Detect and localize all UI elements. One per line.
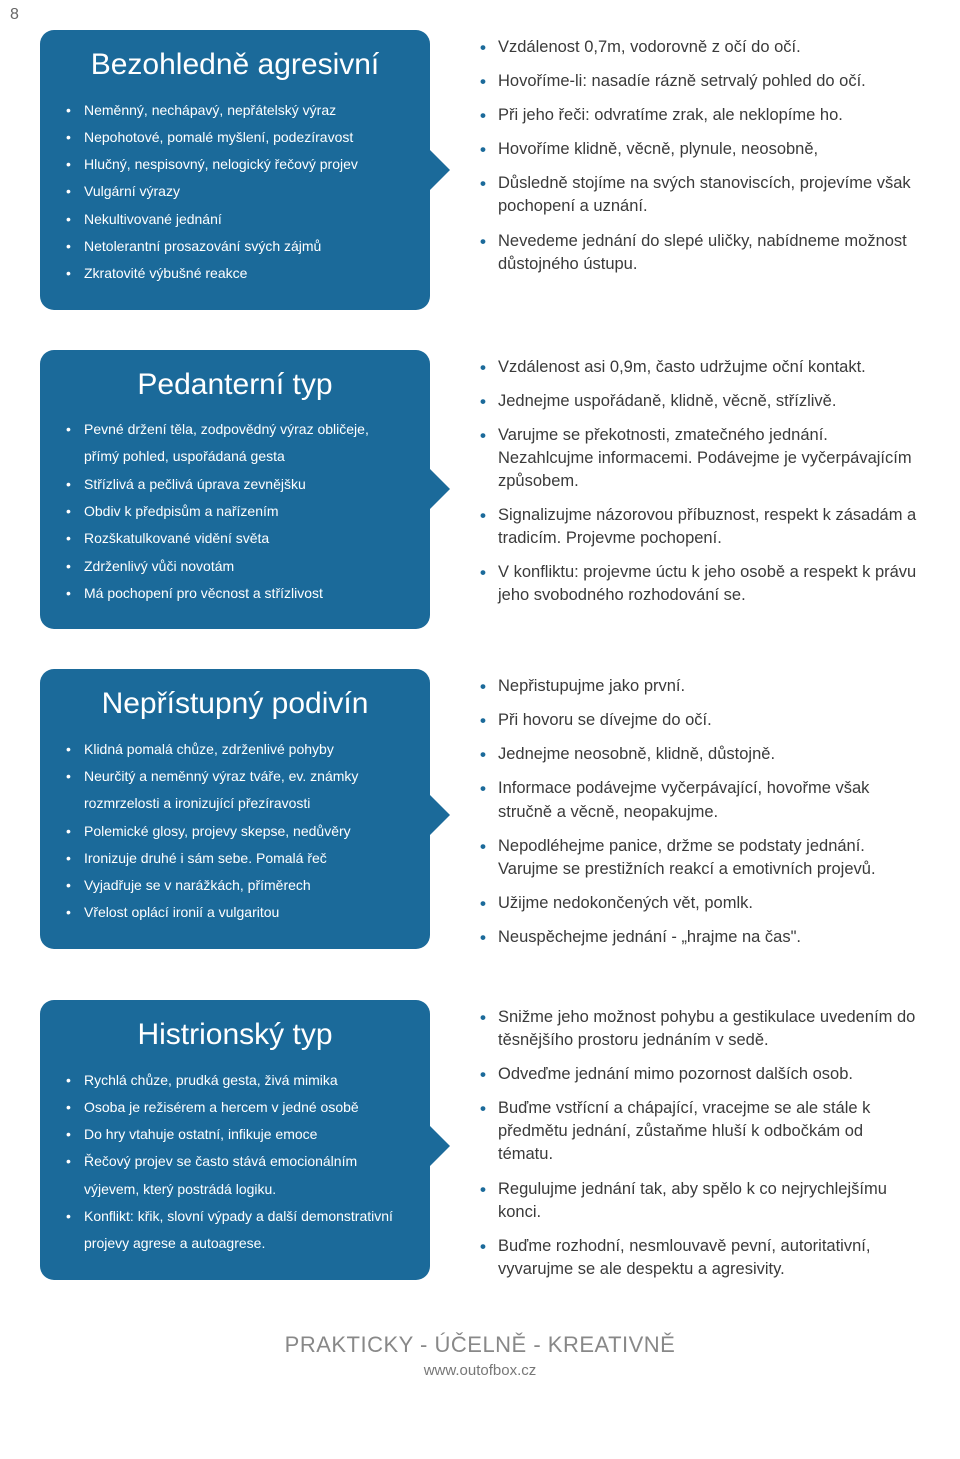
card-title: Pedanterní typ — [66, 368, 404, 403]
tips-list: Vzdálenost asi 0,9m, často udržujme oční… — [480, 356, 920, 608]
card-title: Nepřístupný podivín — [66, 687, 404, 722]
trait-item: Rozškatulkované vidění světa — [66, 525, 404, 552]
type-card-inaccessible: Nepřístupný podivín Klidná pomalá chůze,… — [40, 669, 430, 949]
trait-item: Rychlá chůze, prudká gesta, živá mimika — [66, 1067, 404, 1094]
type-card-pedantic: Pedanterní typ Pevné držení těla, zodpov… — [40, 350, 430, 630]
card-title: Bezohledně agresivní — [66, 48, 404, 83]
trait-item: Ironizuje druhé i sám sebe. Pomalá řeč — [66, 845, 404, 872]
trait-item: Nekultivované jednání — [66, 206, 404, 233]
trait-item: Do hry vtahuje ostatní, infikuje emoce — [66, 1121, 404, 1148]
tip-item: Informace podávejme vyčerpávající, hovoř… — [480, 777, 920, 823]
tip-item: Hovoříme-li: nasadíe rázně setrvalý pohl… — [480, 70, 920, 93]
section-row: Bezohledně agresivní Neměnný, nechápavý,… — [40, 30, 920, 310]
trait-list: Rychlá chůze, prudká gesta, živá mimika … — [66, 1067, 404, 1258]
trait-item: Vřelost oplácí ironií a vulgaritou — [66, 899, 404, 926]
trait-item: Osoba je režisérem a hercem v jedné osob… — [66, 1094, 404, 1121]
trait-list: Neměnný, nechápavý, nepřátelský výraz Ne… — [66, 97, 404, 288]
trait-item: Neměnný, nechápavý, nepřátelský výraz — [66, 97, 404, 124]
tip-item: Nepodléhejme panice, držme se podstaty j… — [480, 835, 920, 881]
tip-item: Neuspěchejme jednání - „hrajme na čas". — [480, 926, 920, 949]
type-card-aggressive: Bezohledně agresivní Neměnný, nechápavý,… — [40, 30, 430, 310]
tips-panel: Vzdálenost 0,7m, vodorovně z očí do očí.… — [450, 30, 920, 287]
section-row: Pedanterní typ Pevné držení těla, zodpov… — [40, 350, 920, 630]
tip-item: Odveďme jednání mimo pozornost dalších o… — [480, 1063, 920, 1086]
tip-item: Vzdálenost 0,7m, vodorovně z očí do očí. — [480, 36, 920, 59]
trait-item: Polemické glosy, projevy skepse, nedůvěr… — [66, 818, 404, 845]
tips-list: Nepřistupujme jako první. Při hovoru se … — [480, 675, 920, 949]
trait-item: Netolerantní prosazování svých zájmů — [66, 233, 404, 260]
trait-item: Obdiv k předpisům a nařízením — [66, 498, 404, 525]
tip-item: Jednejme uspořádaně, klidně, věcně, stří… — [480, 390, 920, 413]
tip-item: Při jeho řeči: odvratíme zrak, ale neklo… — [480, 104, 920, 127]
type-card-histrionic: Histrionský typ Rychlá chůze, prudká ges… — [40, 1000, 430, 1280]
trait-item: Hlučný, nespisovný, nelogický řečový pro… — [66, 151, 404, 178]
tip-item: Regulujme jednání tak, aby spělo k co ne… — [480, 1178, 920, 1224]
tips-list: Vzdálenost 0,7m, vodorovně z očí do očí.… — [480, 36, 920, 276]
page-footer: PRAKTICKY - ÚČELNĚ - KREATIVNĚ www.outof… — [40, 1332, 920, 1399]
trait-item: Zkratovité výbušné reakce — [66, 260, 404, 287]
tip-item: V konfliktu: projevme úctu k jeho osobě … — [480, 561, 920, 607]
tip-item: Nepřistupujme jako první. — [480, 675, 920, 698]
tip-item: Buďme vstřícní a chápající, vracejme se … — [480, 1097, 920, 1166]
page-content: Bezohledně agresivní Neměnný, nechápavý,… — [0, 0, 960, 1419]
trait-item: Vulgární výrazy — [66, 178, 404, 205]
trait-item: Konflikt: křik, slovní výpady a další de… — [66, 1203, 404, 1258]
trait-item: Střízlivá a pečlivá úprava zevnějšku — [66, 471, 404, 498]
trait-list: Klidná pomalá chůze, zdrženlivé pohyby N… — [66, 736, 404, 927]
tip-item: Varujme se překotnosti, zmatečného jedná… — [480, 424, 920, 493]
trait-item: Zdrženlivý vůči novotám — [66, 553, 404, 580]
tips-panel: Vzdálenost asi 0,9m, často udržujme oční… — [450, 350, 920, 619]
trait-item: Pevné držení těla, zodpovědný výraz obli… — [66, 416, 404, 471]
trait-item: Neurčitý a neměnný výraz tváře, ev. znám… — [66, 763, 404, 818]
section-row: Histrionský typ Rychlá chůze, prudká ges… — [40, 1000, 920, 1292]
tips-list: Snižme jeho možnost pohybu a gestikulace… — [480, 1006, 920, 1281]
tips-panel: Snižme jeho možnost pohybu a gestikulace… — [450, 1000, 920, 1292]
tip-item: Hovoříme klidně, věcně, plynule, neosobn… — [480, 138, 920, 161]
tip-item: Užijme nedokončených vět, pomlk. — [480, 892, 920, 915]
page-number: 8 — [10, 6, 19, 24]
tip-item: Jednejme neosobně, klidně, důstojně. — [480, 743, 920, 766]
trait-list: Pevné držení těla, zodpovědný výraz obli… — [66, 416, 404, 607]
trait-item: Řečový projev se často stává emocionální… — [66, 1148, 404, 1203]
trait-item: Klidná pomalá chůze, zdrženlivé pohyby — [66, 736, 404, 763]
tip-item: Snižme jeho možnost pohybu a gestikulace… — [480, 1006, 920, 1052]
tip-item: Vzdálenost asi 0,9m, často udržujme oční… — [480, 356, 920, 379]
tip-item: Buďme rozhodní, nesmlouvavě pevní, autor… — [480, 1235, 920, 1281]
tip-item: Nevedeme jednání do slepé uličky, nabídn… — [480, 230, 920, 276]
footer-url: www.outofbox.cz — [40, 1362, 920, 1379]
trait-item: Vyjadřuje se v narážkách, příměrech — [66, 872, 404, 899]
card-title: Histrionský typ — [66, 1018, 404, 1053]
footer-tagline: PRAKTICKY - ÚČELNĚ - KREATIVNĚ — [40, 1332, 920, 1358]
trait-item: Má pochopení pro věcnost a střízlivost — [66, 580, 404, 607]
tip-item: Důsledně stojíme na svých stanoviscích, … — [480, 172, 920, 218]
section-row: Nepřístupný podivín Klidná pomalá chůze,… — [40, 669, 920, 960]
tips-panel: Nepřistupujme jako první. Při hovoru se … — [450, 669, 920, 960]
trait-item: Nepohotové, pomalé myšlení, podezíravost — [66, 124, 404, 151]
tip-item: Při hovoru se dívejme do očí. — [480, 709, 920, 732]
tip-item: Signalizujme názorovou příbuznost, respe… — [480, 504, 920, 550]
